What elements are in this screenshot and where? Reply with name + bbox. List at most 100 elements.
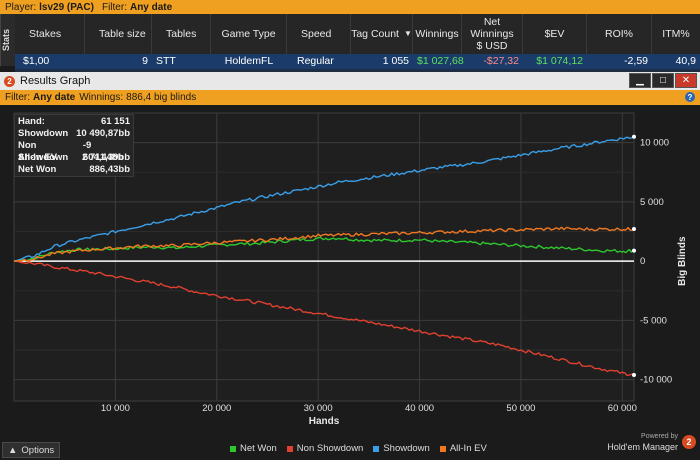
options-button[interactable]: ▲ Options xyxy=(2,442,61,458)
series-line xyxy=(13,136,635,262)
brand-name: Hold'em Manager xyxy=(607,442,678,452)
y-tick-label: 10 000 xyxy=(640,138,669,149)
sort-desc-icon: ▼ xyxy=(403,29,412,38)
x-tick-label: 50 000 xyxy=(506,403,535,414)
column-header[interactable]: Speed xyxy=(287,14,351,54)
y-axis-label: Big Blinds xyxy=(677,236,688,286)
legend-item-all-in-ev[interactable]: All-In EV xyxy=(439,443,487,454)
table-row[interactable]: $1,00 9 STT HoldemFL Regular 1 055 $1 02… xyxy=(15,54,700,69)
column-header[interactable]: ITM% xyxy=(662,28,690,40)
cell-stakes: $1,00 xyxy=(23,55,50,67)
cell-net-winnings: -$27,32 xyxy=(483,55,519,67)
legend-label: Net Won xyxy=(240,443,277,454)
legend-item-net-won[interactable]: Net Won xyxy=(230,443,277,454)
help-icon[interactable]: ? xyxy=(685,92,695,102)
maximize-button[interactable]: □ xyxy=(652,73,674,88)
results-chart-svg: 10 000 20 000 30 000 40 000 50 000 60 000 10 0… xyxy=(13,112,688,427)
stat-label: Showdown xyxy=(18,128,69,139)
powered-by-label: Powered by xyxy=(641,433,678,440)
column-header[interactable]: Winnings xyxy=(413,14,462,54)
column-header[interactable]: Stakes xyxy=(15,14,85,54)
stat-label: All-In EV xyxy=(18,152,58,163)
legend-label: Non Showdown xyxy=(296,443,364,454)
stat-label: Hand: xyxy=(18,116,45,127)
stat-value: 2 711,39bb xyxy=(81,152,130,163)
stat-row: Non Showdown -9 604,44bb xyxy=(15,140,133,163)
series-line xyxy=(13,260,635,376)
series-end-point xyxy=(632,372,636,377)
options-label: Options xyxy=(21,444,55,456)
stat-value: 886,43bb xyxy=(89,164,130,175)
winnings-label: Winnings: xyxy=(79,92,124,103)
graph-bottom-bar: ▲ Options Net Won Non Showdown Showdown … xyxy=(0,433,700,460)
results-graph-titlebar[interactable]: 2 Results Graph ▁ □ ✕ xyxy=(0,72,700,90)
cell-game-type: HoldemFL xyxy=(224,55,274,67)
series-line xyxy=(13,236,634,262)
table-row-partial xyxy=(15,69,700,72)
column-header[interactable]: Tables xyxy=(152,14,211,54)
cell-speed: Regular xyxy=(297,55,334,67)
legend-label: All-In EV xyxy=(449,443,487,454)
x-tick-label: 60 000 xyxy=(608,403,637,414)
hm2-brand: Powered by Hold'em Manager 2 xyxy=(607,432,696,452)
options-arrow-icon: ▲ xyxy=(8,444,18,456)
legend-item-non-showdown[interactable]: Non Showdown xyxy=(286,443,364,454)
x-tick-label: 30 000 xyxy=(304,403,333,414)
column-header[interactable]: Game Type xyxy=(211,14,287,54)
y-tick-label: 5 000 xyxy=(640,197,664,208)
series-end-point xyxy=(632,248,636,253)
stat-label: Net Won xyxy=(18,164,57,175)
y-tick-label: -5 000 xyxy=(640,315,667,326)
column-header[interactable]: ROI% xyxy=(587,14,652,54)
stat-value: -9 604,44bb xyxy=(82,140,124,163)
window-controls: ▁ □ ✕ xyxy=(629,73,697,88)
legend-item-showdown[interactable]: Showdown xyxy=(373,443,430,454)
stat-row: Showdown 10 490,87bb xyxy=(15,128,133,140)
legend-swatch xyxy=(439,445,446,452)
cell-tables: STT xyxy=(156,55,176,67)
column-header[interactable]: Net Winnings $ USD xyxy=(462,14,523,54)
results-chart: 10 000 20 000 30 000 40 000 50 000 60 000 10 0… xyxy=(0,105,700,440)
close-button[interactable]: ✕ xyxy=(675,73,697,88)
stat-row: Net Won 886,43bb xyxy=(15,164,133,176)
graph-filter-value[interactable]: Any date xyxy=(33,92,76,103)
legend-swatch xyxy=(230,445,236,452)
window-title: Results Graph xyxy=(20,75,91,87)
legend-swatch xyxy=(373,445,380,452)
filter-label: Filter: xyxy=(101,1,127,13)
cell-tag-count: 1 055 xyxy=(382,55,409,67)
column-header-label: Tag Count xyxy=(351,28,399,40)
legend-label: Showdown xyxy=(383,443,430,454)
player-value[interactable]: lsv29 (PAC) xyxy=(39,1,94,13)
series-end-point xyxy=(632,134,636,139)
y-tick-label: 0 xyxy=(640,256,645,267)
stat-label: Non Showdown xyxy=(18,140,69,163)
x-tick-label: 40 000 xyxy=(405,403,434,414)
series-end-point xyxy=(632,227,636,232)
y-tick-label: -10 000 xyxy=(640,375,672,386)
cell-itm: 40,9 xyxy=(675,55,696,67)
graph-filter-label: Filter: xyxy=(5,92,30,103)
stat-row: Hand: 61 151 xyxy=(15,115,133,128)
table-header: Stakes Table size Tables Game Type Speed… xyxy=(15,14,700,54)
stat-value: 10 490,87bb xyxy=(76,128,130,139)
player-label: Player: xyxy=(5,1,37,13)
legend-swatch xyxy=(286,445,293,452)
filter-value[interactable]: Any date xyxy=(129,1,173,13)
graph-filter-bar: Filter: Any date Winnings: 886,4 big bli… xyxy=(0,90,700,105)
hm2-app-icon: 2 xyxy=(4,75,15,87)
x-axis-label: Hands xyxy=(309,416,340,427)
cell-winnings: $1 027,68 xyxy=(417,55,464,67)
cell-table-size: 9 xyxy=(142,55,148,67)
cell-roi: -2,59 xyxy=(624,55,648,67)
x-tick-label: 10 000 xyxy=(101,403,130,414)
minimize-button[interactable]: ▁ xyxy=(629,73,651,88)
column-header[interactable]: Table size xyxy=(85,14,152,54)
stats-side-tab[interactable]: Stats xyxy=(0,14,15,66)
x-tick-label: 20 000 xyxy=(202,403,231,414)
winnings-value: 886,4 big blinds xyxy=(126,92,197,103)
column-header-sorted[interactable]: Tag Count ▼ xyxy=(351,14,413,54)
stat-row: All-In EV 2 711,39bb xyxy=(15,152,133,164)
column-header[interactable]: $EV xyxy=(523,14,587,54)
series-line xyxy=(13,226,635,262)
